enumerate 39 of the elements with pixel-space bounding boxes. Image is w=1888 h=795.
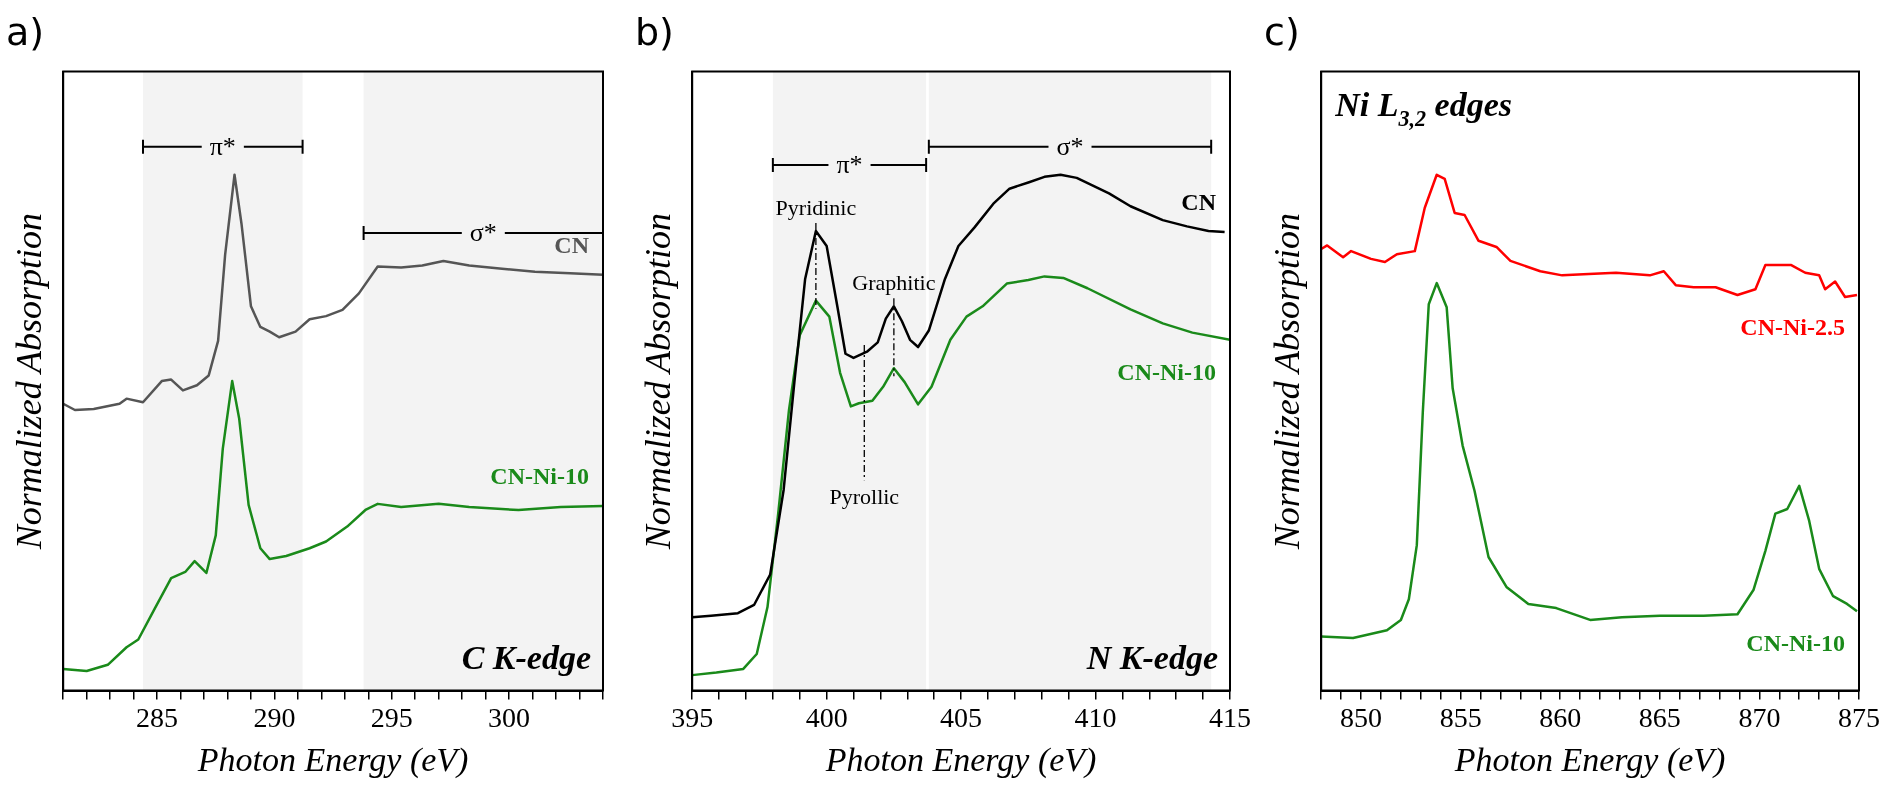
x-axis-title: Photon Energy (eV) — [824, 740, 1097, 779]
x-tick-label: 295 — [370, 701, 413, 733]
x-tick-label: 400 — [805, 701, 848, 733]
x-tick-label: 410 — [1074, 701, 1117, 733]
x-tick-label: 860 — [1539, 701, 1582, 733]
series-label: CN-Ni-10 — [1117, 358, 1216, 385]
x-tick-label: 865 — [1638, 701, 1681, 733]
x-tick-label: 875 — [1838, 701, 1880, 733]
series-label: CN — [554, 231, 590, 258]
annotation: C K-edge — [461, 638, 591, 676]
chart-title: c) — [1264, 9, 1300, 54]
x-tick-label: 395 — [671, 701, 714, 733]
x-tick-label: 855 — [1439, 701, 1482, 733]
x-tick-label: 870 — [1738, 701, 1781, 733]
band-label: σ* — [1056, 131, 1084, 161]
y-axis-title: Normalized Absorption — [638, 212, 679, 551]
series-label: CN-Ni-2.5 — [1740, 313, 1845, 340]
band-label: σ* — [469, 217, 497, 247]
chart-title: a) — [6, 9, 45, 54]
series-label: CN — [1181, 189, 1217, 216]
chart-title: b) — [635, 9, 674, 54]
x-axis-title: Photon Energy (eV) — [1453, 740, 1726, 779]
y-axis-title: Normalized Absorption — [1267, 212, 1308, 551]
x-tick-label: 415 — [1209, 701, 1251, 733]
series-label: CN-Ni-10 — [490, 462, 589, 489]
x-axis-title: Photon Energy (eV) — [196, 740, 469, 779]
ref-line-label: Pyrollic — [829, 484, 900, 510]
ref-line-label: Pyridinic — [775, 194, 857, 220]
band-label: π* — [209, 131, 236, 161]
annotation: N K-edge — [1085, 638, 1219, 676]
band-label: π* — [836, 149, 863, 179]
x-tick-label: 285 — [136, 701, 179, 733]
x-tick-label: 405 — [940, 701, 983, 733]
ref-line-label: Graphitic — [852, 270, 936, 296]
y-axis-title: Normalized Absorption — [9, 212, 50, 551]
x-tick-label: 290 — [253, 701, 296, 733]
x-tick-label: 300 — [488, 701, 531, 733]
series-label: CN-Ni-10 — [1746, 630, 1845, 657]
x-tick-label: 850 — [1340, 701, 1383, 733]
